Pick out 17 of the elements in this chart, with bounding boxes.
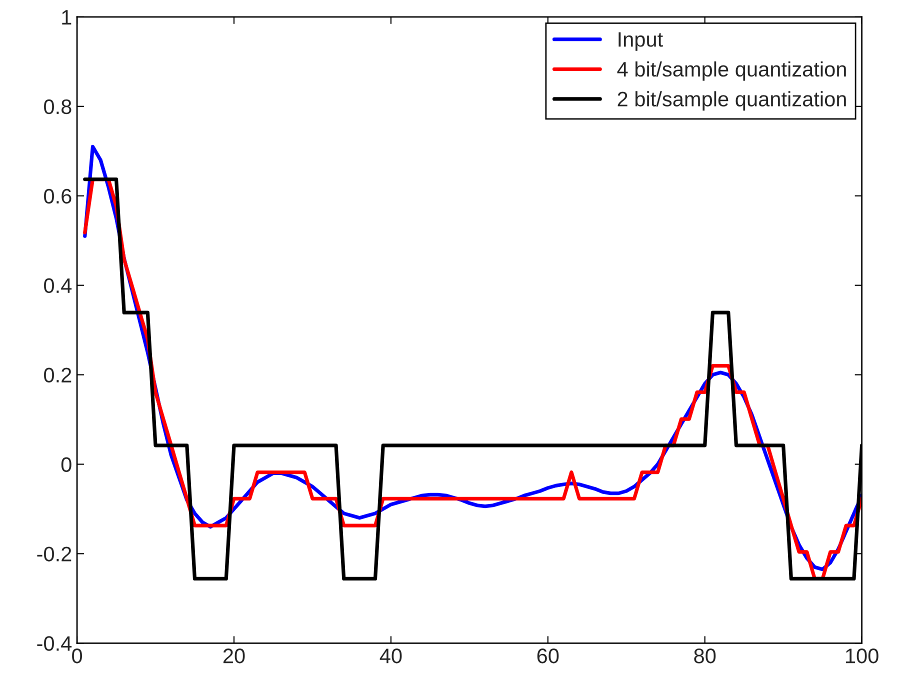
y-tick-label: 0.8 (44, 99, 72, 114)
legend-label: 4 bit/sample quantization (617, 61, 846, 81)
x-tick-label: 100 (846, 648, 878, 664)
y-tick-label: 0.2 (44, 368, 72, 383)
x-tick-label: 40 (380, 648, 402, 664)
legend-label: Input (618, 32, 663, 51)
y-tick-label: 1 (62, 10, 72, 24)
y-tick-label: 0.6 (44, 188, 72, 204)
y-tick-label: -0.4 (37, 636, 72, 651)
x-tick-label: 60 (537, 648, 559, 664)
x-tick-label: 0 (72, 648, 82, 664)
x-tick-label: 80 (694, 648, 716, 664)
legend-label: 2 bit/sample quantization (618, 91, 846, 111)
x-tick-label: 20 (223, 648, 245, 664)
y-tick-label: 0 (61, 457, 72, 472)
y-tick-label: -0.2 (37, 546, 72, 562)
y-tick-label: 0.4 (44, 278, 72, 294)
